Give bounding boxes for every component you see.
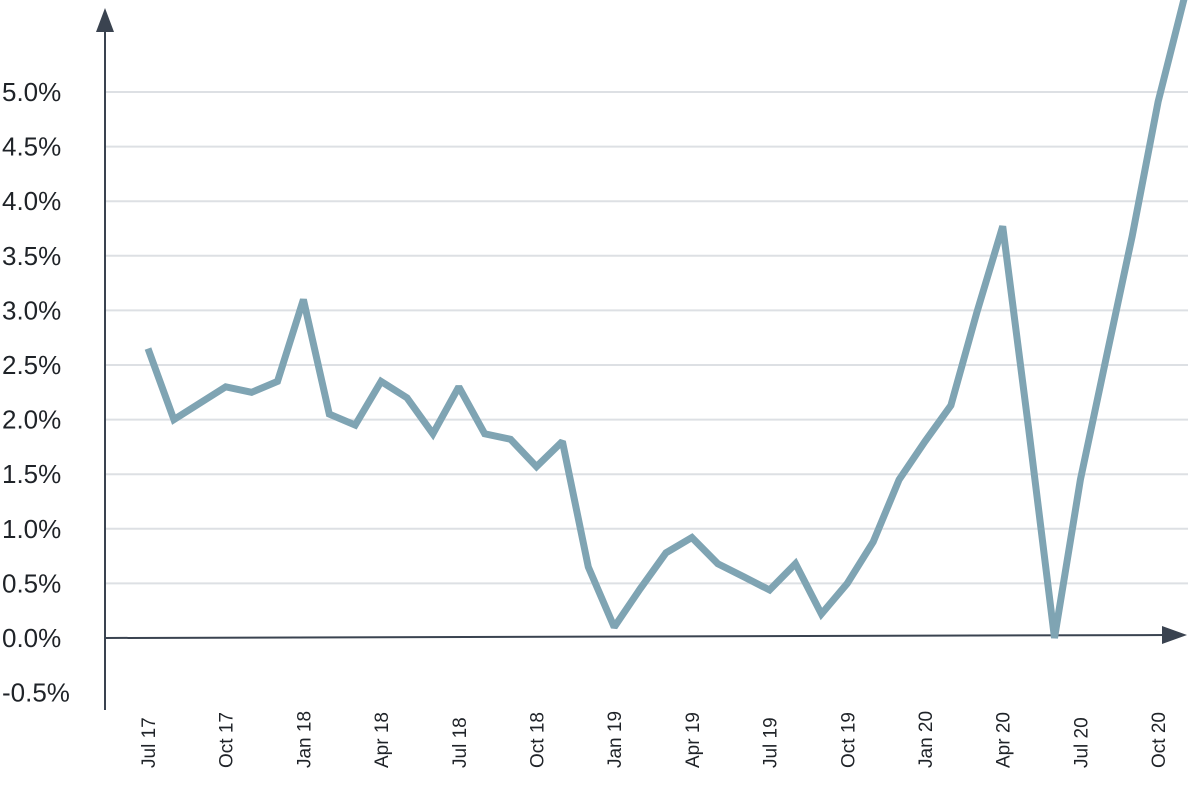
x-tick-label: Jan 18 [294, 711, 315, 768]
data-point [896, 477, 902, 483]
data-point [197, 400, 203, 406]
data-point [1103, 354, 1109, 360]
y-tick-label: 3.0% [2, 295, 61, 325]
data-point [482, 431, 488, 437]
y-tick-label: 5.0% [2, 77, 61, 107]
x-tick-label: Jan 20 [916, 711, 937, 768]
x-tick-label: Apr 20 [994, 712, 1015, 768]
data-point [559, 438, 565, 444]
data-point [974, 310, 980, 316]
x-axis-line [104, 634, 1169, 639]
y-tick-label: 0.5% [2, 568, 61, 598]
data-point [793, 561, 799, 567]
data-point [611, 624, 617, 630]
x-tick-label: Oct 20 [1149, 712, 1170, 768]
data-point [637, 586, 643, 592]
data-point [844, 580, 850, 586]
x-tick-label: Oct 19 [838, 712, 859, 768]
x-tick-label: Apr 18 [372, 712, 393, 768]
data-point [508, 436, 514, 442]
data-point [1129, 233, 1135, 239]
data-point [275, 378, 281, 384]
data-point [326, 411, 332, 417]
data-point [223, 384, 229, 390]
y-tick-label: 1.0% [2, 514, 61, 544]
y-tick-label: -0.5% [2, 678, 70, 708]
y-axis-arrowhead [96, 8, 114, 32]
y-tick-label: 3.5% [2, 241, 61, 271]
x-tick-label: Jul 20 [1071, 717, 1092, 768]
data-point [430, 431, 436, 437]
data-point [585, 564, 591, 570]
data-point [171, 417, 177, 423]
y-tick-label: 1.5% [2, 459, 61, 489]
series-line [144, 0, 1188, 639]
data-point [715, 561, 721, 567]
data-point [1000, 223, 1006, 229]
data-point [352, 422, 358, 428]
x-tick-label: Jul 19 [761, 717, 782, 768]
x-tick-label: Jul 18 [450, 717, 471, 768]
data-point [456, 384, 462, 390]
data-point [534, 464, 540, 470]
series-layer [144, 0, 1188, 641]
y-tick-label: 2.5% [2, 350, 61, 380]
x-tick-label: Oct 18 [528, 712, 549, 768]
x-axis-arrowhead [1162, 626, 1187, 644]
y-axis-tick-labels: -0.5% 0.0% 0.5% 1.0% 1.5% 2.0% 2.5% 3.0% 3.5% 4.0… [2, 77, 70, 708]
data-point [948, 402, 954, 408]
x-tick-label: Apr 19 [683, 712, 704, 768]
data-point [818, 611, 824, 617]
y-tick-label: 4.0% [2, 186, 61, 216]
data-point [922, 438, 928, 444]
x-axis-tick-labels: Jul 17 Oct 17 Jan 18 Apr 18 Jul 18 Oct 18 Jan … [139, 711, 1170, 768]
data-point [689, 535, 695, 541]
data-point [145, 346, 151, 352]
data-point [378, 378, 384, 384]
y-tick-label: 4.5% [2, 132, 61, 162]
data-point [1026, 425, 1032, 431]
data-point [249, 389, 255, 395]
x-tick-label: Oct 17 [217, 712, 238, 768]
x-tick-label: Jul 17 [139, 717, 160, 768]
data-point [1155, 99, 1161, 105]
data-point [741, 574, 747, 580]
gridlines [105, 91, 1188, 585]
axes [96, 8, 1187, 710]
data-point [1052, 635, 1058, 641]
y-tick-label: 0.0% [2, 623, 61, 653]
data-point [767, 587, 773, 593]
data-point [870, 539, 876, 545]
data-point [404, 395, 410, 401]
y-tick-label: 2.0% [2, 405, 61, 435]
x-tick-label: Jan 19 [605, 711, 626, 768]
data-point [300, 297, 306, 303]
data-point [1077, 477, 1083, 483]
data-point [663, 550, 669, 556]
